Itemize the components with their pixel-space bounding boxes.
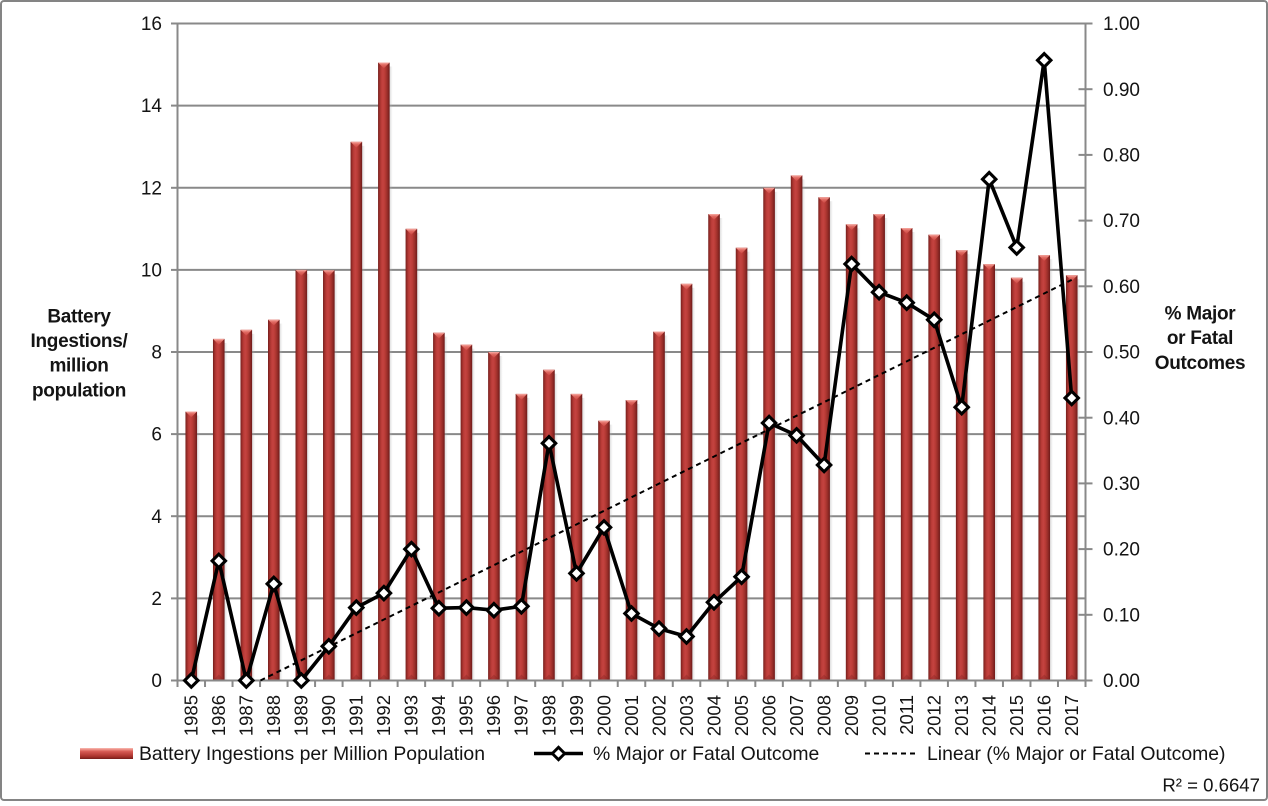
svg-text:1987: 1987 — [236, 695, 257, 736]
svg-text:1989: 1989 — [291, 695, 312, 736]
svg-text:2008: 2008 — [813, 695, 834, 736]
svg-text:14: 14 — [141, 96, 163, 117]
svg-text:% Major: % Major — [1165, 304, 1237, 325]
svg-text:0.00: 0.00 — [1103, 671, 1140, 692]
svg-text:1999: 1999 — [566, 695, 587, 736]
svg-text:0.80: 0.80 — [1103, 146, 1140, 167]
svg-text:or Fatal: or Fatal — [1167, 328, 1233, 349]
svg-text:1996: 1996 — [483, 695, 504, 736]
svg-text:6: 6 — [151, 425, 162, 446]
svg-text:Battery: Battery — [47, 306, 111, 327]
svg-text:2015: 2015 — [1006, 695, 1027, 736]
svg-text:12: 12 — [141, 178, 162, 199]
svg-text:population: population — [32, 380, 126, 401]
svg-text:0.50: 0.50 — [1103, 343, 1140, 364]
svg-text:2010: 2010 — [868, 695, 889, 736]
svg-text:16: 16 — [141, 14, 162, 35]
svg-text:0.30: 0.30 — [1103, 474, 1140, 495]
svg-text:1988: 1988 — [263, 695, 284, 736]
svg-text:% Major or Fatal Outcome: % Major or Fatal Outcome — [593, 743, 819, 765]
svg-text:1991: 1991 — [346, 695, 367, 736]
svg-text:million: million — [49, 356, 108, 377]
svg-text:0.60: 0.60 — [1103, 277, 1140, 298]
svg-text:2011: 2011 — [896, 695, 917, 735]
svg-text:1985: 1985 — [181, 695, 202, 736]
svg-text:0.40: 0.40 — [1103, 408, 1140, 429]
svg-text:2013: 2013 — [951, 695, 972, 736]
svg-text:0: 0 — [151, 671, 162, 692]
svg-text:Outcomes: Outcomes — [1155, 353, 1246, 374]
svg-text:1.00: 1.00 — [1103, 14, 1140, 35]
svg-text:2014: 2014 — [979, 695, 1000, 736]
svg-text:2005: 2005 — [731, 695, 752, 736]
svg-text:0.90: 0.90 — [1103, 80, 1140, 101]
svg-text:0.70: 0.70 — [1103, 211, 1140, 232]
svg-text:4: 4 — [151, 507, 162, 528]
svg-text:2007: 2007 — [786, 695, 807, 736]
svg-text:8: 8 — [151, 343, 162, 364]
svg-text:2002: 2002 — [648, 695, 669, 736]
svg-text:2: 2 — [151, 589, 162, 610]
svg-text:1986: 1986 — [208, 695, 229, 736]
svg-text:R² = 0.6647: R² = 0.6647 — [1162, 775, 1260, 796]
svg-text:2001: 2001 — [621, 695, 642, 736]
svg-text:2017: 2017 — [1061, 695, 1082, 736]
svg-text:1993: 1993 — [401, 695, 422, 736]
svg-text:2004: 2004 — [703, 695, 724, 736]
svg-text:1997: 1997 — [511, 695, 532, 736]
svg-text:1992: 1992 — [373, 695, 394, 736]
svg-text:2012: 2012 — [924, 695, 945, 736]
svg-text:0.20: 0.20 — [1103, 540, 1140, 561]
svg-text:2016: 2016 — [1034, 695, 1055, 736]
svg-text:2009: 2009 — [841, 695, 862, 736]
svg-text:0.10: 0.10 — [1103, 605, 1140, 626]
svg-text:1994: 1994 — [428, 695, 449, 736]
svg-text:2000: 2000 — [593, 695, 614, 736]
svg-text:1990: 1990 — [318, 695, 339, 736]
svg-text:Battery Ingestions per Million: Battery Ingestions per Million Populatio… — [139, 743, 485, 765]
svg-text:Ingestions/: Ingestions/ — [31, 331, 129, 352]
svg-text:2003: 2003 — [676, 695, 697, 736]
svg-text:2006: 2006 — [758, 695, 779, 736]
svg-text:1998: 1998 — [538, 695, 559, 736]
svg-text:1995: 1995 — [456, 695, 477, 736]
svg-text:Linear (% Major or Fatal Outco: Linear (% Major or Fatal Outcome) — [927, 743, 1226, 765]
svg-text:10: 10 — [141, 261, 162, 282]
